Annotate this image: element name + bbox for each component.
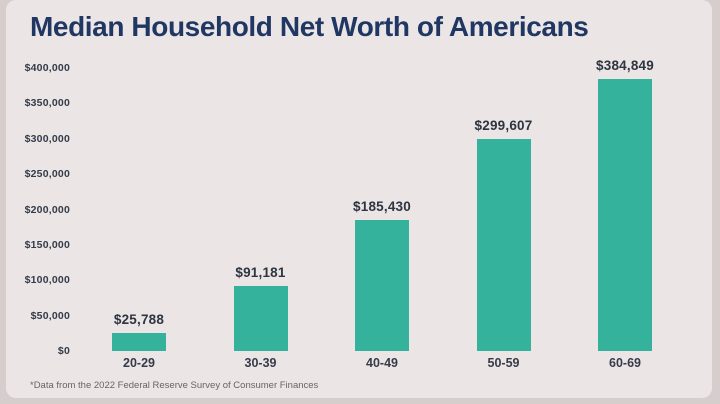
- bar-30-39: [233, 286, 288, 351]
- bar-value-label: $91,181: [235, 265, 286, 281]
- bar-value-label: $384,849: [596, 57, 654, 73]
- x-axis-category-label: 50-59: [487, 356, 520, 370]
- bar-value-label: $299,607: [474, 118, 533, 134]
- y-axis-tick-label: $100,000: [24, 274, 70, 287]
- bar-value-label: $25,788: [113, 311, 165, 327]
- x-axis-category-label: 30-39: [244, 356, 277, 370]
- y-axis-tick-label: $400,000: [24, 62, 70, 74]
- bar-60-69: [598, 78, 652, 351]
- bar-value-label: $185,430: [353, 198, 411, 214]
- chart-footnote: *Data from the 2022 Federal Reserve Surv…: [30, 380, 319, 391]
- page-title: Median Household Net Worth of Americans: [30, 11, 589, 42]
- x-axis-category-label: 40-49: [366, 356, 398, 370]
- bar-50-59: [476, 139, 531, 351]
- x-axis-category-label: 60-69: [609, 356, 641, 370]
- bar-20-29: [112, 332, 166, 351]
- y-axis-tick-label: $150,000: [24, 238, 70, 251]
- x-axis-category-label: 20-29: [123, 356, 155, 370]
- y-axis-tick-label: $250,000: [24, 168, 70, 181]
- y-axis-tick-label: $300,000: [24, 132, 70, 145]
- bar-40-49: [355, 219, 409, 351]
- y-axis-tick-label: $50,000: [30, 309, 70, 322]
- y-axis-tick-label: $350,000: [24, 97, 70, 110]
- y-axis-tick-label: $200,000: [24, 203, 70, 216]
- y-axis-tick-label: $0: [57, 345, 70, 357]
